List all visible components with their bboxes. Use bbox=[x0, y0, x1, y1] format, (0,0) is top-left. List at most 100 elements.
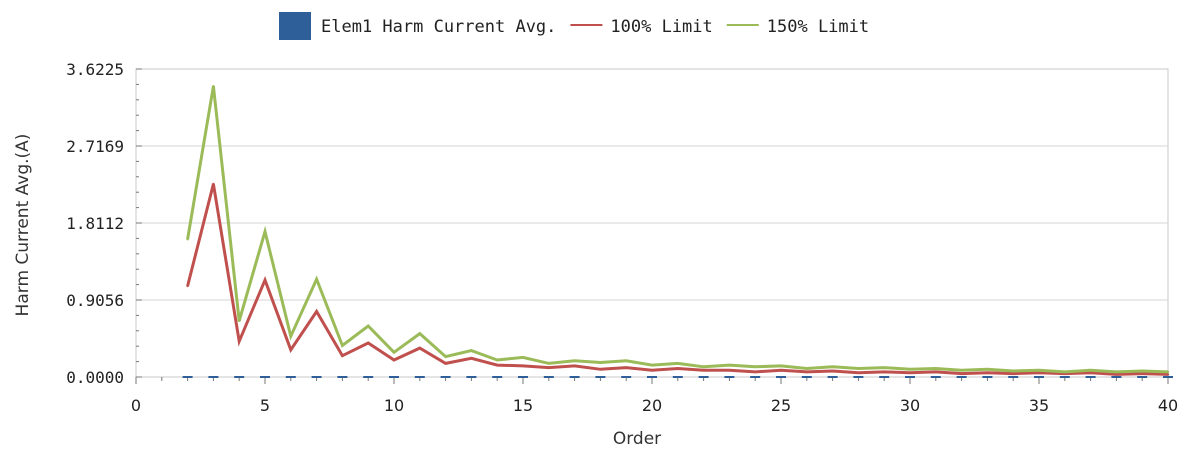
bar-mark bbox=[285, 376, 296, 378]
bar-mark bbox=[440, 376, 451, 378]
line-point bbox=[805, 367, 808, 370]
legend-label[interactable]: 100% Limit bbox=[610, 17, 712, 37]
line-point bbox=[857, 367, 860, 370]
line-point bbox=[521, 364, 525, 368]
line-point bbox=[599, 368, 602, 371]
line-point bbox=[1166, 370, 1170, 374]
line-point bbox=[625, 366, 628, 369]
line-point bbox=[1089, 371, 1092, 374]
line-point bbox=[496, 363, 499, 367]
bar-mark bbox=[724, 376, 735, 378]
line-point bbox=[883, 366, 886, 369]
bar-mark bbox=[1085, 376, 1096, 378]
line-point bbox=[1115, 373, 1118, 376]
line-point bbox=[1089, 368, 1092, 372]
line-point bbox=[934, 367, 937, 370]
line-point bbox=[289, 334, 292, 338]
line-point bbox=[986, 371, 989, 374]
x-tick-label: 30 bbox=[900, 396, 920, 415]
bar-mark bbox=[182, 376, 193, 378]
line-point bbox=[238, 319, 241, 323]
line-point bbox=[779, 368, 783, 372]
line-point bbox=[521, 356, 525, 359]
bar-mark bbox=[930, 376, 941, 378]
x-tick-label: 25 bbox=[771, 396, 791, 415]
bar-mark bbox=[1163, 376, 1173, 378]
x-axis-title: Order bbox=[613, 429, 661, 449]
bar-mark bbox=[208, 376, 219, 378]
line-point bbox=[754, 365, 757, 368]
line-point bbox=[754, 370, 757, 374]
line-point bbox=[650, 363, 654, 367]
y-axis-title: Harm Current Avg.(A) bbox=[13, 134, 33, 317]
bar-mark bbox=[543, 376, 554, 378]
line-point bbox=[238, 340, 241, 343]
bar-mark bbox=[1137, 376, 1148, 378]
line-point bbox=[212, 182, 215, 186]
legend-swatch-bar[interactable] bbox=[279, 12, 311, 40]
bar-mark bbox=[853, 376, 864, 378]
line-point bbox=[599, 361, 602, 364]
bar-mark bbox=[621, 376, 632, 378]
bar-mark bbox=[492, 376, 503, 378]
line-point bbox=[341, 354, 344, 357]
line-point bbox=[1012, 372, 1015, 375]
bar-mark bbox=[466, 376, 477, 378]
line-point bbox=[573, 364, 576, 368]
line-point bbox=[728, 363, 731, 367]
legend-label[interactable]: 150% Limit bbox=[767, 17, 869, 37]
y-tick-label: 0.9056 bbox=[66, 291, 124, 310]
bar-mark bbox=[414, 376, 425, 378]
bar-mark bbox=[1059, 376, 1070, 378]
bar-mark bbox=[982, 376, 993, 378]
bar-mark bbox=[801, 376, 812, 378]
bar-mark bbox=[647, 376, 657, 378]
line-point bbox=[960, 372, 963, 375]
y-tick-label: 2.7169 bbox=[66, 137, 124, 156]
line-point bbox=[986, 368, 989, 371]
line-point bbox=[676, 367, 679, 370]
line-point bbox=[702, 365, 705, 368]
line-point bbox=[289, 348, 292, 351]
bar-mark bbox=[1111, 376, 1122, 378]
x-tick-label: 10 bbox=[384, 396, 404, 415]
line-point bbox=[625, 359, 628, 363]
line-point bbox=[960, 368, 963, 372]
line-point bbox=[1115, 370, 1118, 374]
bar-mark bbox=[879, 376, 890, 378]
line-point bbox=[805, 370, 808, 374]
line-point bbox=[367, 324, 370, 328]
bar-mark bbox=[518, 376, 528, 378]
line-point bbox=[547, 362, 550, 365]
bar-mark bbox=[698, 376, 709, 378]
line-point bbox=[186, 284, 189, 288]
bar-mark bbox=[337, 376, 348, 378]
line-point bbox=[883, 370, 886, 374]
bar-mark bbox=[311, 376, 322, 378]
line-point bbox=[547, 366, 550, 369]
bar-mark bbox=[569, 376, 580, 378]
line-point bbox=[779, 364, 783, 368]
bar-mark bbox=[1008, 376, 1019, 378]
line-point bbox=[728, 368, 731, 372]
y-tick-label: 0.0000 bbox=[66, 368, 124, 387]
line-point bbox=[1141, 372, 1144, 375]
bar-mark bbox=[234, 376, 245, 378]
line-point bbox=[1063, 370, 1067, 374]
line-point bbox=[1166, 373, 1170, 376]
line-point bbox=[263, 230, 267, 233]
line-point bbox=[908, 368, 912, 371]
line-point bbox=[831, 365, 834, 368]
bar-mark bbox=[595, 376, 606, 378]
legend-label[interactable]: Elem1 Harm Current Avg. bbox=[321, 17, 556, 37]
line-point bbox=[418, 346, 421, 350]
bar-mark bbox=[363, 376, 374, 378]
y-tick-label: 3.6225 bbox=[66, 60, 124, 79]
line-point bbox=[367, 341, 370, 345]
x-tick-label: 5 bbox=[260, 396, 270, 415]
line-point bbox=[1037, 371, 1041, 374]
line-point bbox=[573, 359, 576, 363]
line-point bbox=[1141, 369, 1144, 373]
line-point bbox=[212, 85, 215, 88]
